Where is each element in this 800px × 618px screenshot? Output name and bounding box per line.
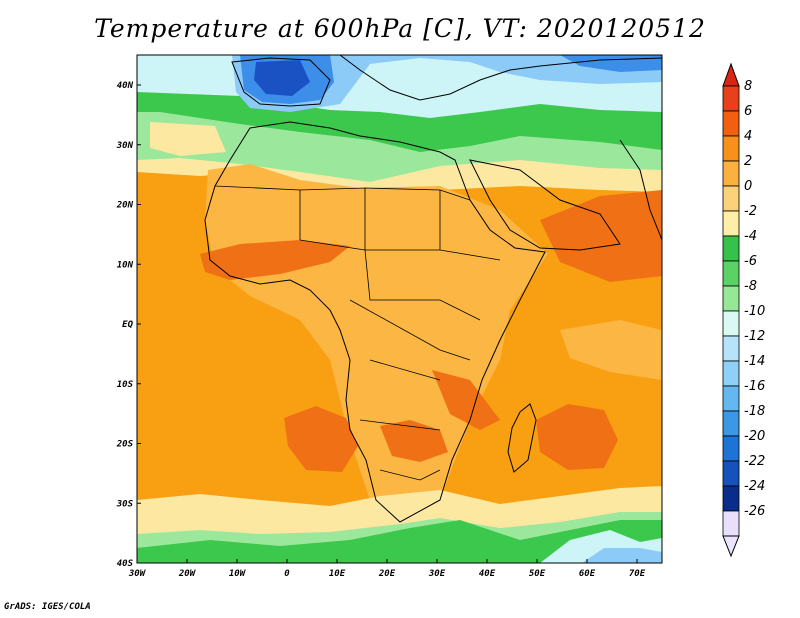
lat-label: 30S (116, 499, 134, 509)
arabia-coastline (469, 159, 621, 251)
colorbar-label: -12 (744, 329, 765, 344)
colorbar-cell (722, 85, 740, 112)
map-title: Temperature at 600hPa [C], VT: 202012051… (94, 14, 706, 43)
colorbar-label: 2 (744, 154, 752, 169)
lon-label: 10E (329, 569, 346, 579)
lat-label: 20N (116, 201, 134, 211)
colorbar-label: -10 (744, 304, 765, 319)
lon-label: 30E (428, 569, 446, 579)
longitude-ticks (136, 559, 638, 563)
colorbar-cell (722, 160, 740, 187)
colorbar-cell (722, 435, 740, 462)
colorbar-label: -8 (744, 279, 757, 294)
lat-label: 40S (117, 559, 134, 569)
colorbar-label: -16 (744, 379, 765, 394)
field-hot-arabian-sea (540, 190, 662, 282)
colorbar-label: 6 (744, 104, 752, 119)
africa-coastline (204, 121, 546, 523)
colorbar-label: 8 (744, 79, 752, 94)
colorbar-labels: 8 6 4 2 0 -2 -4 -6 -8 -10 -12 -14 -16 -18 -20 -22 -24 -26 (744, 79, 765, 519)
colorbar-cell (722, 260, 740, 287)
field-patch-yellow-southeast (560, 320, 662, 380)
lat-label: 40N (117, 81, 134, 91)
colorbar-cell (722, 410, 740, 437)
lon-label: 70E (629, 569, 646, 579)
colorbar-cell (722, 235, 740, 262)
field-hot-south-atlantic (284, 406, 358, 472)
lon-label: 20W (178, 569, 197, 579)
madagascar-coastline (507, 403, 537, 473)
colorbar-cell (722, 510, 740, 537)
europe-coastline (339, 55, 662, 101)
lon-label: 0 (284, 569, 290, 579)
lon-label: 60E (579, 569, 596, 579)
colorbar-label: -20 (744, 429, 765, 444)
colorbar-label: 4 (744, 129, 752, 144)
field-band-light-blue-south (582, 548, 662, 563)
latitude-labels: 40N 30N 20N 10N EQ 10S 20S 30S 40S (116, 81, 134, 569)
colorbar-label: -4 (744, 229, 757, 244)
colorbar-label: -6 (744, 254, 757, 269)
lat-label: 30N (116, 141, 134, 151)
plot-frame (136, 54, 663, 564)
colorbar-top-arrow (722, 62, 740, 87)
field-band-green-south (137, 520, 662, 563)
colorbar-cells (722, 85, 740, 537)
lat-label: 20S (116, 440, 134, 450)
field-band-dark-blue-north (254, 60, 310, 96)
lat-label: EQ (122, 320, 133, 330)
lon-label: 40E (479, 569, 496, 579)
colorbar-label: -14 (744, 354, 765, 369)
iberia-europe-coastline (231, 57, 331, 107)
colorbar-cell (722, 310, 740, 337)
lon-label: 30W (128, 569, 147, 579)
lon-label: 50E (529, 569, 546, 579)
colorbar-label: -24 (744, 479, 765, 494)
longitude-labels: 30W 20W 10W 0 10E 20E 30E 40E 50E 60E 70E (128, 569, 646, 579)
field-patch-yellow-west (150, 122, 226, 156)
colorbar-label: 0 (744, 179, 752, 194)
lat-label: 10S (117, 380, 134, 390)
colorbar-label: -18 (744, 404, 765, 419)
colorbar-bottom-arrow (722, 535, 740, 558)
field-hot-east-africa-strip (432, 370, 500, 430)
field-hot-gulf-of-guinea (200, 240, 350, 280)
colorbar-cell (722, 185, 740, 212)
field-hot-indian-ocean (536, 404, 618, 470)
temperature-field (137, 55, 662, 563)
coastlines (204, 55, 662, 523)
colorbar-label: -2 (744, 204, 757, 219)
lon-label: 10W (229, 569, 247, 579)
colorbar-cell (722, 360, 740, 387)
lon-label: 20E (378, 569, 396, 579)
colorbar-label: -22 (744, 454, 765, 469)
field-band-light-blue-north (232, 55, 662, 112)
latitude-ticks (137, 84, 141, 564)
colorbar-cell (722, 210, 740, 237)
india-coastline (619, 139, 662, 241)
colorbar-label: -26 (744, 504, 765, 519)
lat-label: 10N (117, 260, 134, 270)
grads-credit: GrADS: IGES/COLA (4, 602, 91, 612)
colorbar-cell (722, 460, 740, 487)
colorbar-cell (722, 285, 740, 312)
colorbar-cell (722, 335, 740, 362)
colorbar-cell (722, 385, 740, 412)
colorbar-cell (722, 110, 740, 137)
colorbar-cell (722, 135, 740, 162)
country-borders (214, 185, 501, 481)
field-hot-southern-africa (380, 420, 448, 462)
colorbar-cell (722, 485, 740, 512)
colorbar: 8 6 4 2 0 -2 -4 -6 -8 -10 -12 -14 -16 -18 -20 -22 -24 -26 (722, 62, 765, 558)
